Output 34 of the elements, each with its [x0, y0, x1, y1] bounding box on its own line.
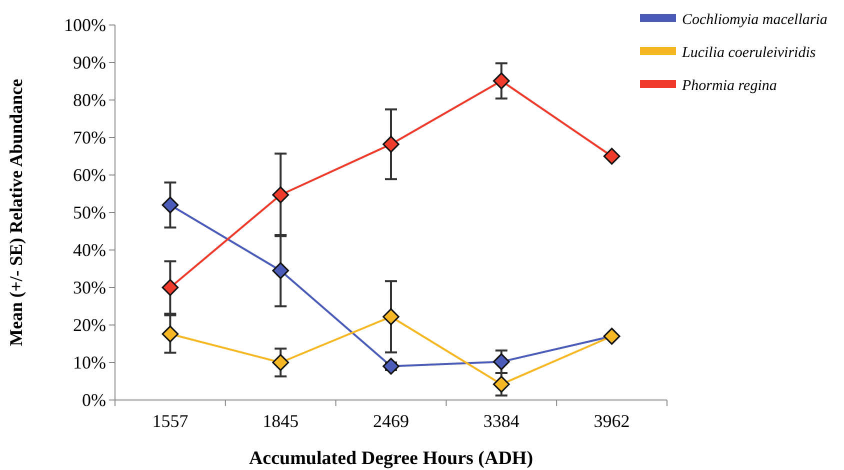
y-tick-label: 80%: [73, 90, 106, 110]
y-tick-label: 30%: [73, 277, 106, 298]
y-tick-label: 20%: [73, 314, 106, 335]
point: [272, 186, 290, 204]
point: [382, 358, 400, 375]
legend-label: Cochliomyia macellaria: [682, 12, 828, 28]
point: [162, 196, 179, 214]
point: [272, 262, 290, 280]
y-tick-label: 100%: [64, 14, 106, 35]
legend-label: Phormia regina: [681, 78, 777, 94]
point: [162, 279, 179, 296]
point: [603, 148, 620, 165]
point: [382, 308, 400, 326]
y-tick-label: 90%: [73, 52, 106, 72]
x-tick-label: 3962: [594, 410, 630, 431]
y-tick-label: 10%: [73, 352, 106, 372]
point: [162, 326, 179, 342]
legend-label: Lucilia coeruleiviridis: [681, 45, 816, 61]
y-tick-label: 60%: [73, 164, 106, 185]
point: [492, 72, 510, 90]
x-tick-label: 3384: [483, 410, 520, 431]
point: [272, 354, 290, 371]
x-tick-label: 1557: [152, 410, 188, 431]
y-tick-label: 0%: [82, 390, 106, 410]
point: [492, 376, 510, 393]
x-axis-title: Accumulated Degree Hours (ADH): [248, 448, 534, 469]
x-tick-label: 1845: [262, 410, 299, 431]
point: [492, 353, 510, 370]
y-tick-label: 70%: [73, 127, 106, 148]
y-tick-label: 50%: [73, 202, 106, 222]
x-tick-label: 2469: [373, 410, 409, 431]
y-axis-title: Mean (+/- SE) Relative Abundance: [6, 78, 26, 346]
point: [382, 136, 400, 153]
y-tick-label: 40%: [73, 240, 106, 260]
